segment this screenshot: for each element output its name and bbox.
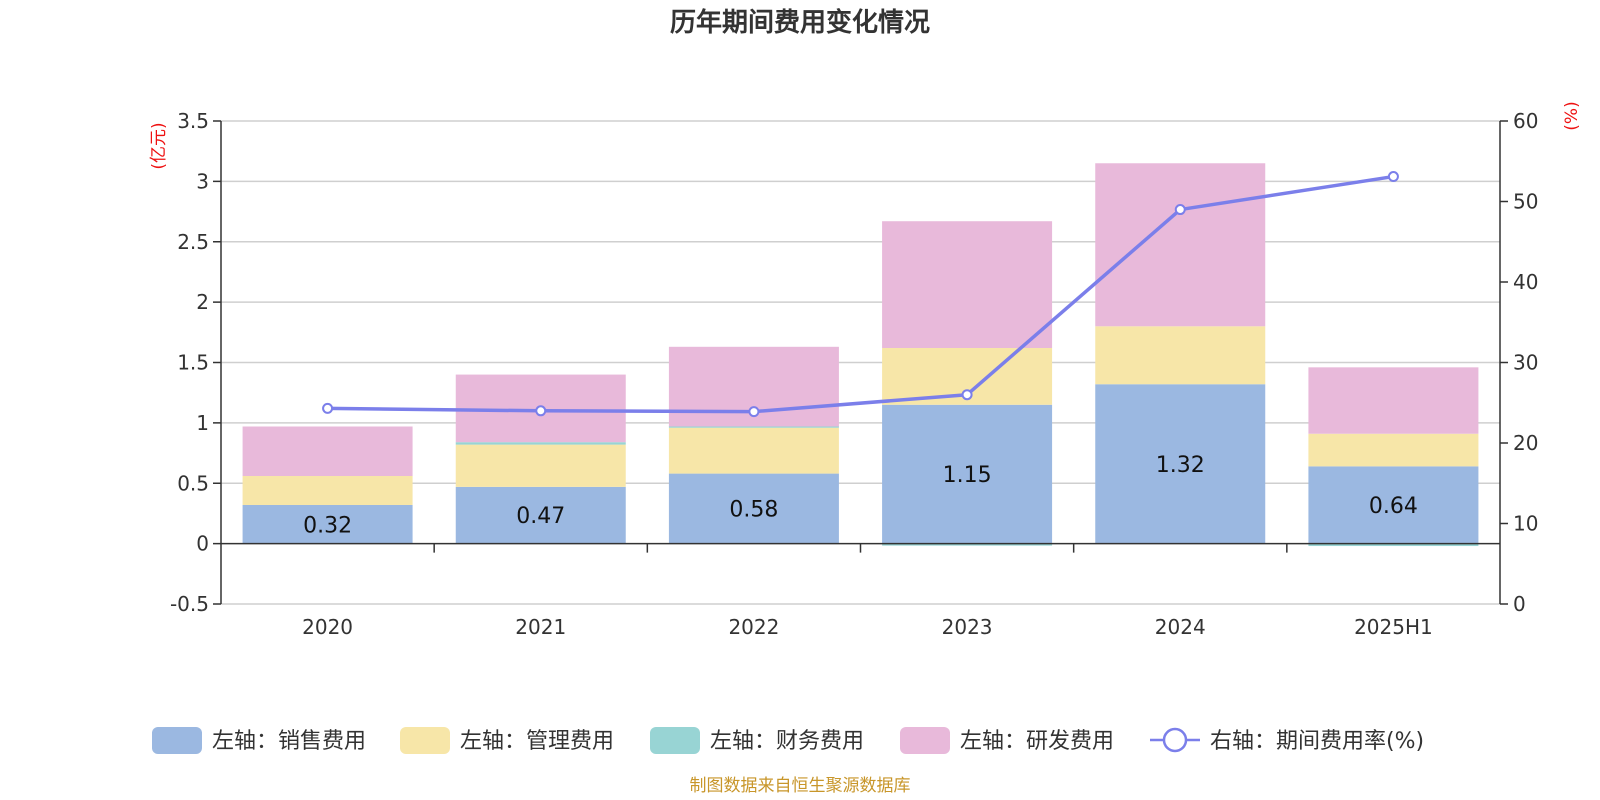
left-tick-label: 1 bbox=[196, 411, 209, 435]
left-tick-label: 3 bbox=[196, 169, 209, 193]
bar-segment-1-0 bbox=[242, 476, 413, 505]
right-tick-label: 0 bbox=[1513, 592, 1526, 616]
left-tick-label: -0.5 bbox=[170, 592, 209, 616]
bar-value-label: 0.64 bbox=[1369, 494, 1418, 519]
right-tick-label: 20 bbox=[1513, 431, 1538, 455]
right-tick-label: 10 bbox=[1513, 512, 1538, 536]
bar-segment-3-3 bbox=[882, 221, 1053, 349]
bar-value-label: 0.32 bbox=[303, 513, 352, 538]
left-tick-label: 1.5 bbox=[177, 351, 209, 375]
bar-segment-1-4 bbox=[1095, 326, 1266, 385]
legend-swatch-0 bbox=[152, 727, 202, 754]
grid bbox=[221, 120, 1500, 605]
bar-segment-3-0 bbox=[242, 426, 413, 477]
legend-swatch-3 bbox=[900, 727, 950, 754]
left-tick-label: 2 bbox=[196, 290, 209, 314]
bar-value-label: 0.58 bbox=[729, 498, 778, 523]
left-axis-unit: (亿元) bbox=[149, 122, 169, 169]
x-tick-label: 2023 bbox=[942, 615, 993, 639]
bar-segment-0-5 bbox=[1308, 466, 1479, 544]
legend-label-3: 左轴：研发费用 bbox=[960, 729, 1114, 754]
x-tick-label: 2025H1 bbox=[1354, 615, 1433, 639]
source-note: 制图数据来自恒生聚源数据库 bbox=[690, 776, 911, 796]
right-tick-label: 50 bbox=[1513, 190, 1538, 214]
bar-segment-0-3 bbox=[882, 404, 1053, 544]
legend: 左轴：销售费用 左轴：管理费用 左轴：财务费用 左轴：研发费用 右轴：期间费用率(%) bbox=[152, 727, 1424, 754]
data-labels: 0.32 0.47 0.58 1.15 1.32 0.64 bbox=[303, 453, 1418, 538]
bar-segment-2-2 bbox=[668, 425, 839, 428]
legend-swatch-1 bbox=[400, 727, 450, 754]
right-tick-label: 30 bbox=[1513, 351, 1538, 375]
bar-segment-3-5 bbox=[1308, 367, 1479, 434]
bar-segment-0-1 bbox=[455, 486, 626, 544]
x-tick-label: 2021 bbox=[515, 615, 566, 639]
bar-segment-2-1 bbox=[455, 442, 626, 445]
legend-label-4: 右轴：期间费用率(%) bbox=[1210, 729, 1424, 754]
rate-point bbox=[322, 402, 334, 414]
rate-point bbox=[535, 405, 547, 417]
left-tick-label: 3.5 bbox=[177, 109, 209, 133]
right-axis-unit: (%) bbox=[1562, 101, 1582, 130]
legend-label-2: 左轴：财务费用 bbox=[710, 729, 864, 754]
legend-label-0: 左轴：销售费用 bbox=[212, 729, 366, 754]
left-tick-label: 0.5 bbox=[177, 471, 209, 495]
rate-point bbox=[1387, 171, 1399, 183]
legend-marker-4 bbox=[1162, 727, 1188, 753]
bar-segment-0-2 bbox=[668, 473, 839, 544]
legend-label-1: 左轴：管理费用 bbox=[460, 729, 614, 754]
x-tick-label: 2022 bbox=[728, 615, 779, 639]
rate-point bbox=[748, 406, 760, 418]
bar-value-label: 1.32 bbox=[1156, 453, 1205, 478]
bar-segment-2-5 bbox=[1308, 543, 1479, 547]
rate-line bbox=[322, 171, 1399, 418]
bar-segment-1-2 bbox=[668, 427, 839, 474]
bar-segment-2-3 bbox=[882, 543, 1053, 546]
bar-segment-0-4 bbox=[1095, 384, 1266, 544]
rate-point bbox=[961, 389, 973, 401]
bar-segment-1-5 bbox=[1308, 433, 1479, 467]
bar-value-label: 0.47 bbox=[516, 504, 565, 529]
bar-segment-1-1 bbox=[455, 444, 626, 487]
right-tick-label: 40 bbox=[1513, 270, 1538, 294]
bar-segment-0-0 bbox=[242, 504, 413, 544]
right-tick-label: 60 bbox=[1513, 109, 1538, 133]
rate-point bbox=[1174, 204, 1186, 216]
legend-swatch-2 bbox=[650, 727, 700, 754]
axes: -0.5 0 0.5 1 1.5 2 2.5 3 3.5 0 10 20 30 40 50 60 2020 202… bbox=[170, 109, 1538, 639]
x-tick-label: 2020 bbox=[302, 615, 353, 639]
bar-segment-3-4 bbox=[1095, 163, 1266, 327]
bar-value-label: 1.15 bbox=[943, 463, 992, 488]
chart-title: 历年期间费用变化情况 bbox=[670, 7, 930, 38]
x-tick-label: 2024 bbox=[1155, 615, 1206, 639]
left-tick-label: 0 bbox=[196, 532, 209, 556]
bars bbox=[242, 163, 1479, 547]
left-tick-label: 2.5 bbox=[177, 230, 209, 254]
rate-line-path bbox=[327, 174, 1394, 414]
